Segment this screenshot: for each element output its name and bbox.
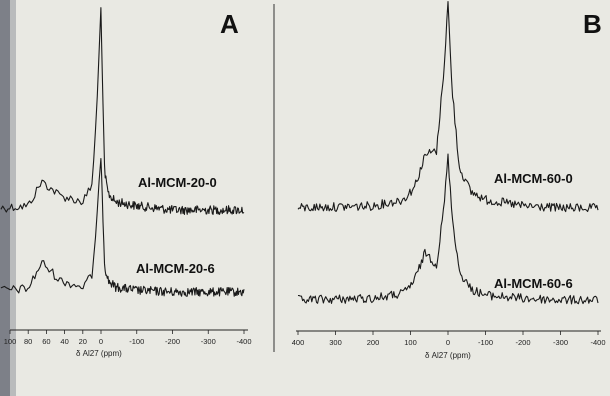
trace-label-a1: Al-MCM-20-0: [138, 175, 217, 190]
x-tick-label: 60: [42, 337, 50, 346]
x-tick-label: 0: [99, 337, 103, 346]
x-tick-label: -400: [590, 338, 605, 347]
spectrum-trace-al-mcm-20-6: [0, 157, 245, 297]
axis-label-b: δ Al27 (ppm): [425, 351, 471, 360]
x-tick-label: 0: [446, 338, 450, 347]
x-tick-label: -300: [201, 337, 216, 346]
panel-letter-a: A: [220, 9, 239, 39]
x-tick-label: 200: [367, 338, 380, 347]
x-tick-label: -400: [236, 337, 251, 346]
x-tick-label: -100: [129, 337, 144, 346]
x-tick-label: 20: [79, 337, 87, 346]
x-tick-label: 40: [60, 337, 68, 346]
spectrum-trace-al-mcm-60-6: [297, 153, 599, 305]
x-tick-label: 100: [4, 337, 17, 346]
x-tick-label: 400: [292, 338, 305, 347]
x-tick-label: 80: [24, 337, 32, 346]
x-tick-label: 300: [329, 338, 342, 347]
trace-label-a2: Al-MCM-20-6: [136, 261, 215, 276]
x-tick-label: -100: [478, 338, 493, 347]
x-tick-label: 100: [404, 338, 417, 347]
x-ticks-a: 100 80 60 40 20 0 -100 -200 -300 -400: [4, 330, 252, 346]
x-tick-label: -200: [165, 337, 180, 346]
scan-edge-shade: [10, 0, 16, 396]
axis-label-a: δ Al27 (ppm): [76, 349, 122, 358]
x-ticks-b: 400 300 200 100 0 -100 -200 -300 -400: [292, 331, 606, 347]
trace-label-b2: Al-MCM-60-6: [494, 276, 573, 291]
x-tick-label: -300: [553, 338, 568, 347]
trace-label-b1: Al-MCM-60-0: [494, 171, 573, 186]
spectrum-trace-al-mcm-60-0: [297, 1, 599, 213]
x-tick-label: -200: [515, 338, 530, 347]
spectrum-traces: [0, 1, 599, 305]
spectrum-trace-al-mcm-20-0: [0, 7, 245, 215]
scan-edge-shadow: [0, 0, 10, 396]
panel-letter-b: B: [583, 9, 602, 39]
